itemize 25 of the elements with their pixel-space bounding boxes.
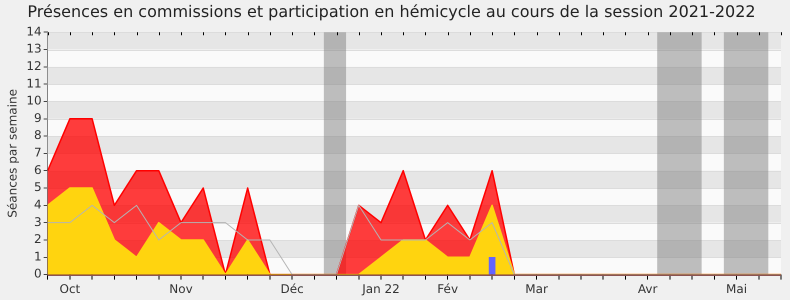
x-tick-label: Jan 22 (361, 282, 400, 296)
x-tick-label: Nov (169, 282, 193, 296)
y-tick-label: 5 (34, 180, 42, 194)
y-tick-label: 11 (26, 76, 42, 90)
y-tick-label: 13 (26, 42, 42, 56)
y-tick-label: 12 (26, 58, 42, 73)
y-tick-label: 4 (34, 197, 42, 212)
y-tick-label: 7 (34, 146, 42, 160)
chart-title: Présences en commissions et participation en hémicycle au cours de la session 2021-2022 (27, 2, 756, 21)
y-axis-title: Séances par semaine (5, 89, 20, 218)
x-tick-label: Mai (726, 282, 748, 296)
y-tick-label: 9 (34, 110, 42, 125)
x-tick-label: Mar (525, 282, 548, 296)
y-tick-label: 0 (34, 266, 42, 281)
y-tick-label: 3 (34, 214, 42, 229)
y-tick-label: 14 (26, 24, 42, 38)
y-tick-label: 10 (26, 94, 42, 108)
x-tick-label: Déc (280, 282, 304, 296)
x-tick-label: Oct (60, 282, 81, 296)
y-tick-label: 1 (34, 249, 42, 264)
y-tick-label: 6 (34, 162, 42, 177)
y-tick-label: 2 (34, 232, 42, 246)
x-tick-label: Avr (638, 282, 658, 296)
y-tick-label: 8 (34, 128, 42, 142)
x-tick-label: Fév (437, 282, 458, 296)
